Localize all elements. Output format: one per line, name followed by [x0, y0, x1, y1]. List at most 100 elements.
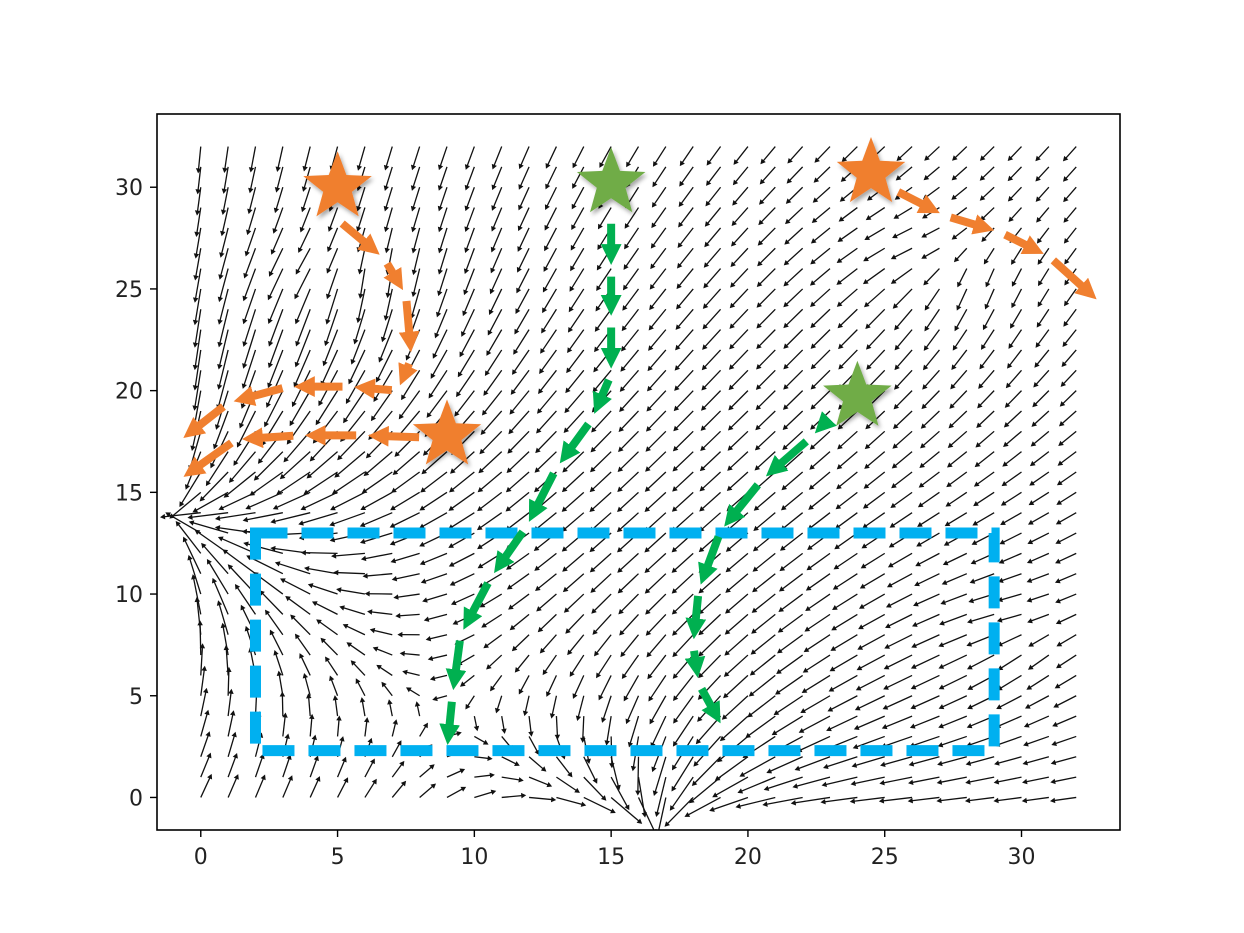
quiver-arrow-head: [922, 213, 928, 219]
quiver-arrow-head: [763, 785, 770, 791]
quiver-arrow-head: [590, 466, 596, 473]
quiver-arrow-head: [783, 301, 789, 308]
quiver-arrow-head: [700, 445, 706, 452]
quiver-arrow-head: [783, 343, 789, 349]
quiver-arrow-head: [783, 384, 789, 390]
quiver-arrow-head: [194, 529, 201, 535]
quiver-arrow-head: [829, 666, 836, 672]
quiver-arrow-shaft: [859, 634, 886, 649]
quiver-arrow-shaft: [507, 491, 530, 511]
quiver-arrow-shaft: [652, 227, 667, 247]
quiver-arrow-head: [828, 686, 835, 692]
quiver-arrow-shaft: [453, 593, 475, 605]
quiver-arrow-head: [483, 390, 489, 396]
quiver-arrow-head: [516, 266, 522, 273]
quiver-arrow-head: [223, 492, 230, 498]
quiver-arrow-head: [759, 178, 766, 185]
green-path-segment: [528, 471, 558, 522]
quiver-arrow-head: [590, 446, 597, 453]
quiver-arrow-shaft: [194, 248, 202, 278]
quiver-arrow-shaft: [333, 471, 366, 494]
quiver-arrow-head: [332, 695, 339, 701]
quiver-arrow-shaft: [357, 207, 366, 230]
quiver-arrow-head: [544, 224, 550, 231]
quiver-arrow-head: [923, 345, 929, 351]
quiver-arrow-shaft: [674, 654, 694, 678]
quiver-arrow-head: [302, 165, 308, 172]
quiver-arrow-head: [1056, 641, 1063, 647]
quiver-arrow-shaft: [269, 247, 284, 275]
quiver-arrow-shaft: [996, 776, 1022, 783]
quiver-arrow-shaft: [855, 735, 885, 748]
quiver-arrow-shaft: [1038, 247, 1050, 263]
quiver-arrow-head: [650, 263, 656, 270]
quiver-arrow-head: [596, 672, 602, 679]
green-path-segment: [592, 378, 613, 414]
quiver-arrow-shaft: [519, 166, 530, 188]
quiver-arrow-head: [242, 516, 249, 523]
green-path-segment: [698, 535, 723, 585]
quiver-arrow-shaft: [829, 695, 858, 711]
quiver-arrow-shaft: [702, 369, 722, 389]
quiver-arrow-head: [783, 363, 789, 370]
quiver-arrow-shaft: [1003, 471, 1022, 485]
quiver-arrow-shaft: [784, 349, 804, 368]
quiver-arrow-shaft: [781, 552, 804, 570]
orange-path-segment: [949, 213, 995, 235]
quiver-arrow-head: [971, 540, 978, 545]
quiver-arrow-shaft: [646, 471, 667, 491]
quiver-arrow-head: [1054, 683, 1061, 689]
quiver-arrow-shaft: [893, 471, 913, 487]
quiver-arrow-head: [837, 236, 844, 242]
quiver-arrow-head: [838, 343, 844, 350]
quiver-arrow-head: [672, 673, 679, 679]
quiver-arrow-shaft: [176, 522, 202, 554]
quiver-arrow-head: [979, 363, 985, 370]
quiver-arrow-shaft: [727, 552, 749, 571]
quiver-arrow-head: [1007, 175, 1014, 182]
quiver-arrow-head: [706, 159, 712, 166]
quiver-arrow-shaft: [679, 186, 694, 205]
quiver-arrow-shaft: [1005, 410, 1022, 426]
quiver-arrow-shaft: [245, 512, 283, 521]
quiver-arrow-head: [996, 617, 1003, 623]
quiver-arrow-shaft: [996, 796, 1022, 802]
quiver-arrow-head: [399, 650, 405, 657]
quiver-arrow-shaft: [254, 756, 264, 778]
quiver-arrow-head: [1027, 664, 1034, 670]
quiver-arrow-head: [672, 486, 678, 492]
quiver-arrow-head: [910, 663, 917, 669]
quiver-arrow-head: [389, 522, 396, 528]
quiver-arrow-head: [921, 232, 928, 238]
quiver-arrow-shaft: [318, 620, 338, 636]
quiver-arrow-shaft: [831, 654, 858, 671]
quiver-arrow-head: [487, 329, 493, 336]
quiver-arrow-head: [598, 694, 604, 701]
quiver-arrow-head: [294, 633, 301, 640]
quiver-arrow-head: [236, 441, 242, 448]
quiver-arrow-head: [671, 547, 678, 553]
quiver-arrow-shaft: [625, 207, 640, 227]
quiver-arrow-shaft: [700, 634, 722, 655]
quiver-arrow-shaft: [412, 187, 421, 209]
quiver-arrow-shaft: [569, 288, 585, 311]
quiver-arrow-head: [507, 448, 513, 454]
quiver-arrow-head: [355, 678, 361, 685]
quiver-arrow-shaft: [488, 308, 503, 334]
quiver-arrow-head: [569, 671, 575, 677]
quiver-arrow-shaft: [249, 166, 257, 191]
quiver-arrow-head: [907, 797, 914, 804]
quiver-arrow-head: [476, 524, 483, 531]
quiver-arrow-shaft: [439, 248, 448, 273]
quiver-arrow-shaft: [865, 471, 886, 488]
quiver-arrow-shaft: [492, 207, 503, 230]
quiver-arrow-shaft: [225, 647, 229, 676]
quiver-arrow-head: [841, 156, 848, 163]
y-tick-label: 20: [115, 380, 143, 405]
quiver-arrow-shaft: [761, 146, 776, 163]
quiver-arrow-head: [836, 464, 843, 470]
quiver-arrow-head: [561, 486, 568, 493]
quiver-arrow-shaft: [716, 756, 749, 780]
quiver-arrow-head: [678, 201, 684, 208]
quiver-arrow-head: [810, 424, 816, 430]
